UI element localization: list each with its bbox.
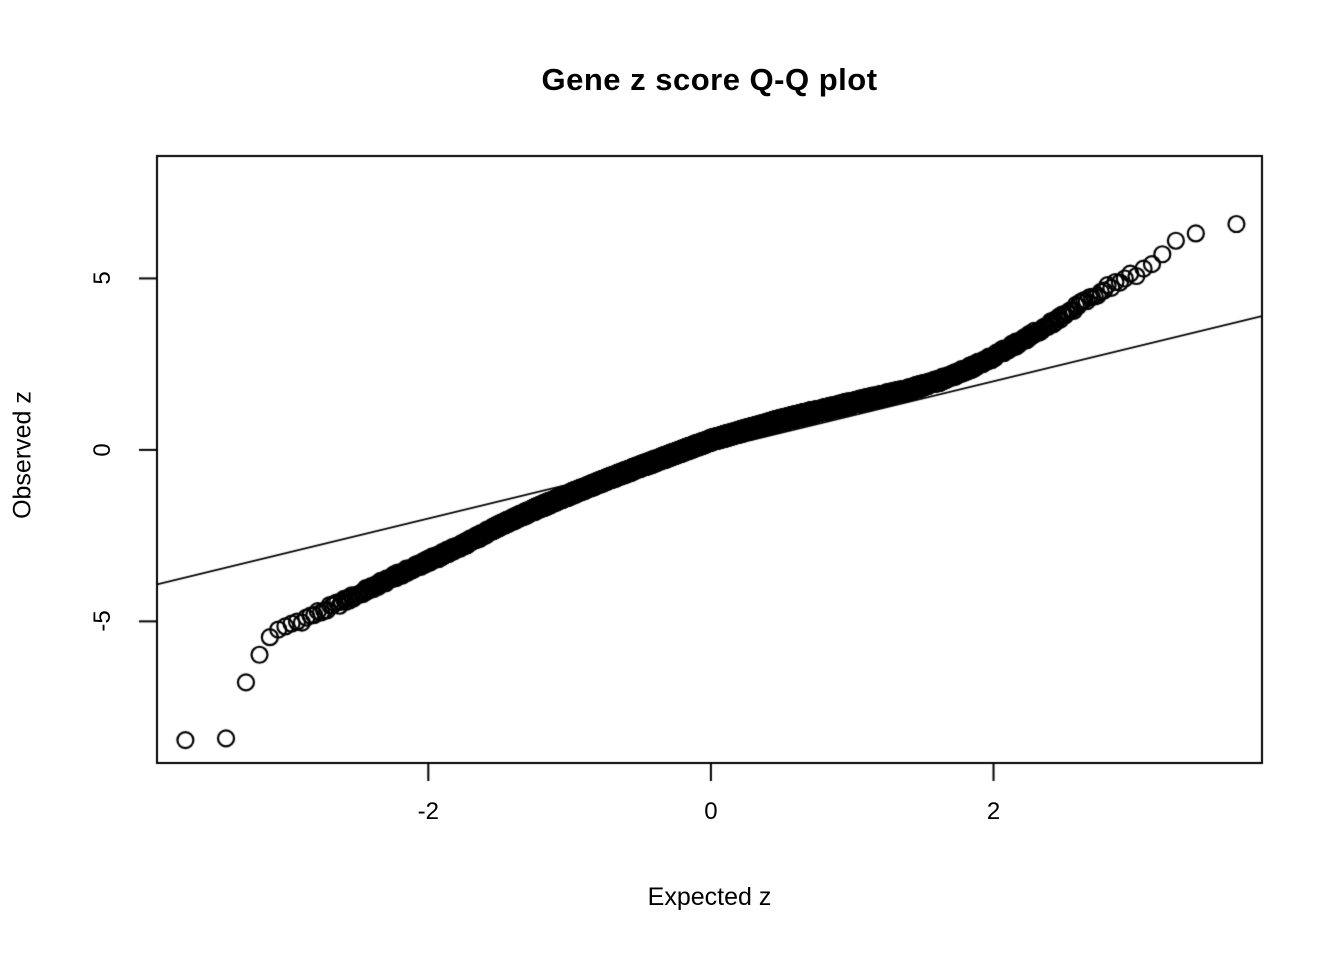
y-axis-label-text: Observed z [8,391,37,519]
x-tick-label: 2 [986,798,1001,825]
y-tick-label-text: 5 [89,271,116,286]
chart-title: Gene z score Q-Q plot [541,62,878,97]
y-tick-label-text: -5 [89,610,116,633]
x-axis-label: Expected z [647,883,772,911]
x-tick-label: -2 [417,798,439,825]
y-tick-label-text: 0 [89,443,116,457]
x-tick-label: 0 [704,798,718,825]
